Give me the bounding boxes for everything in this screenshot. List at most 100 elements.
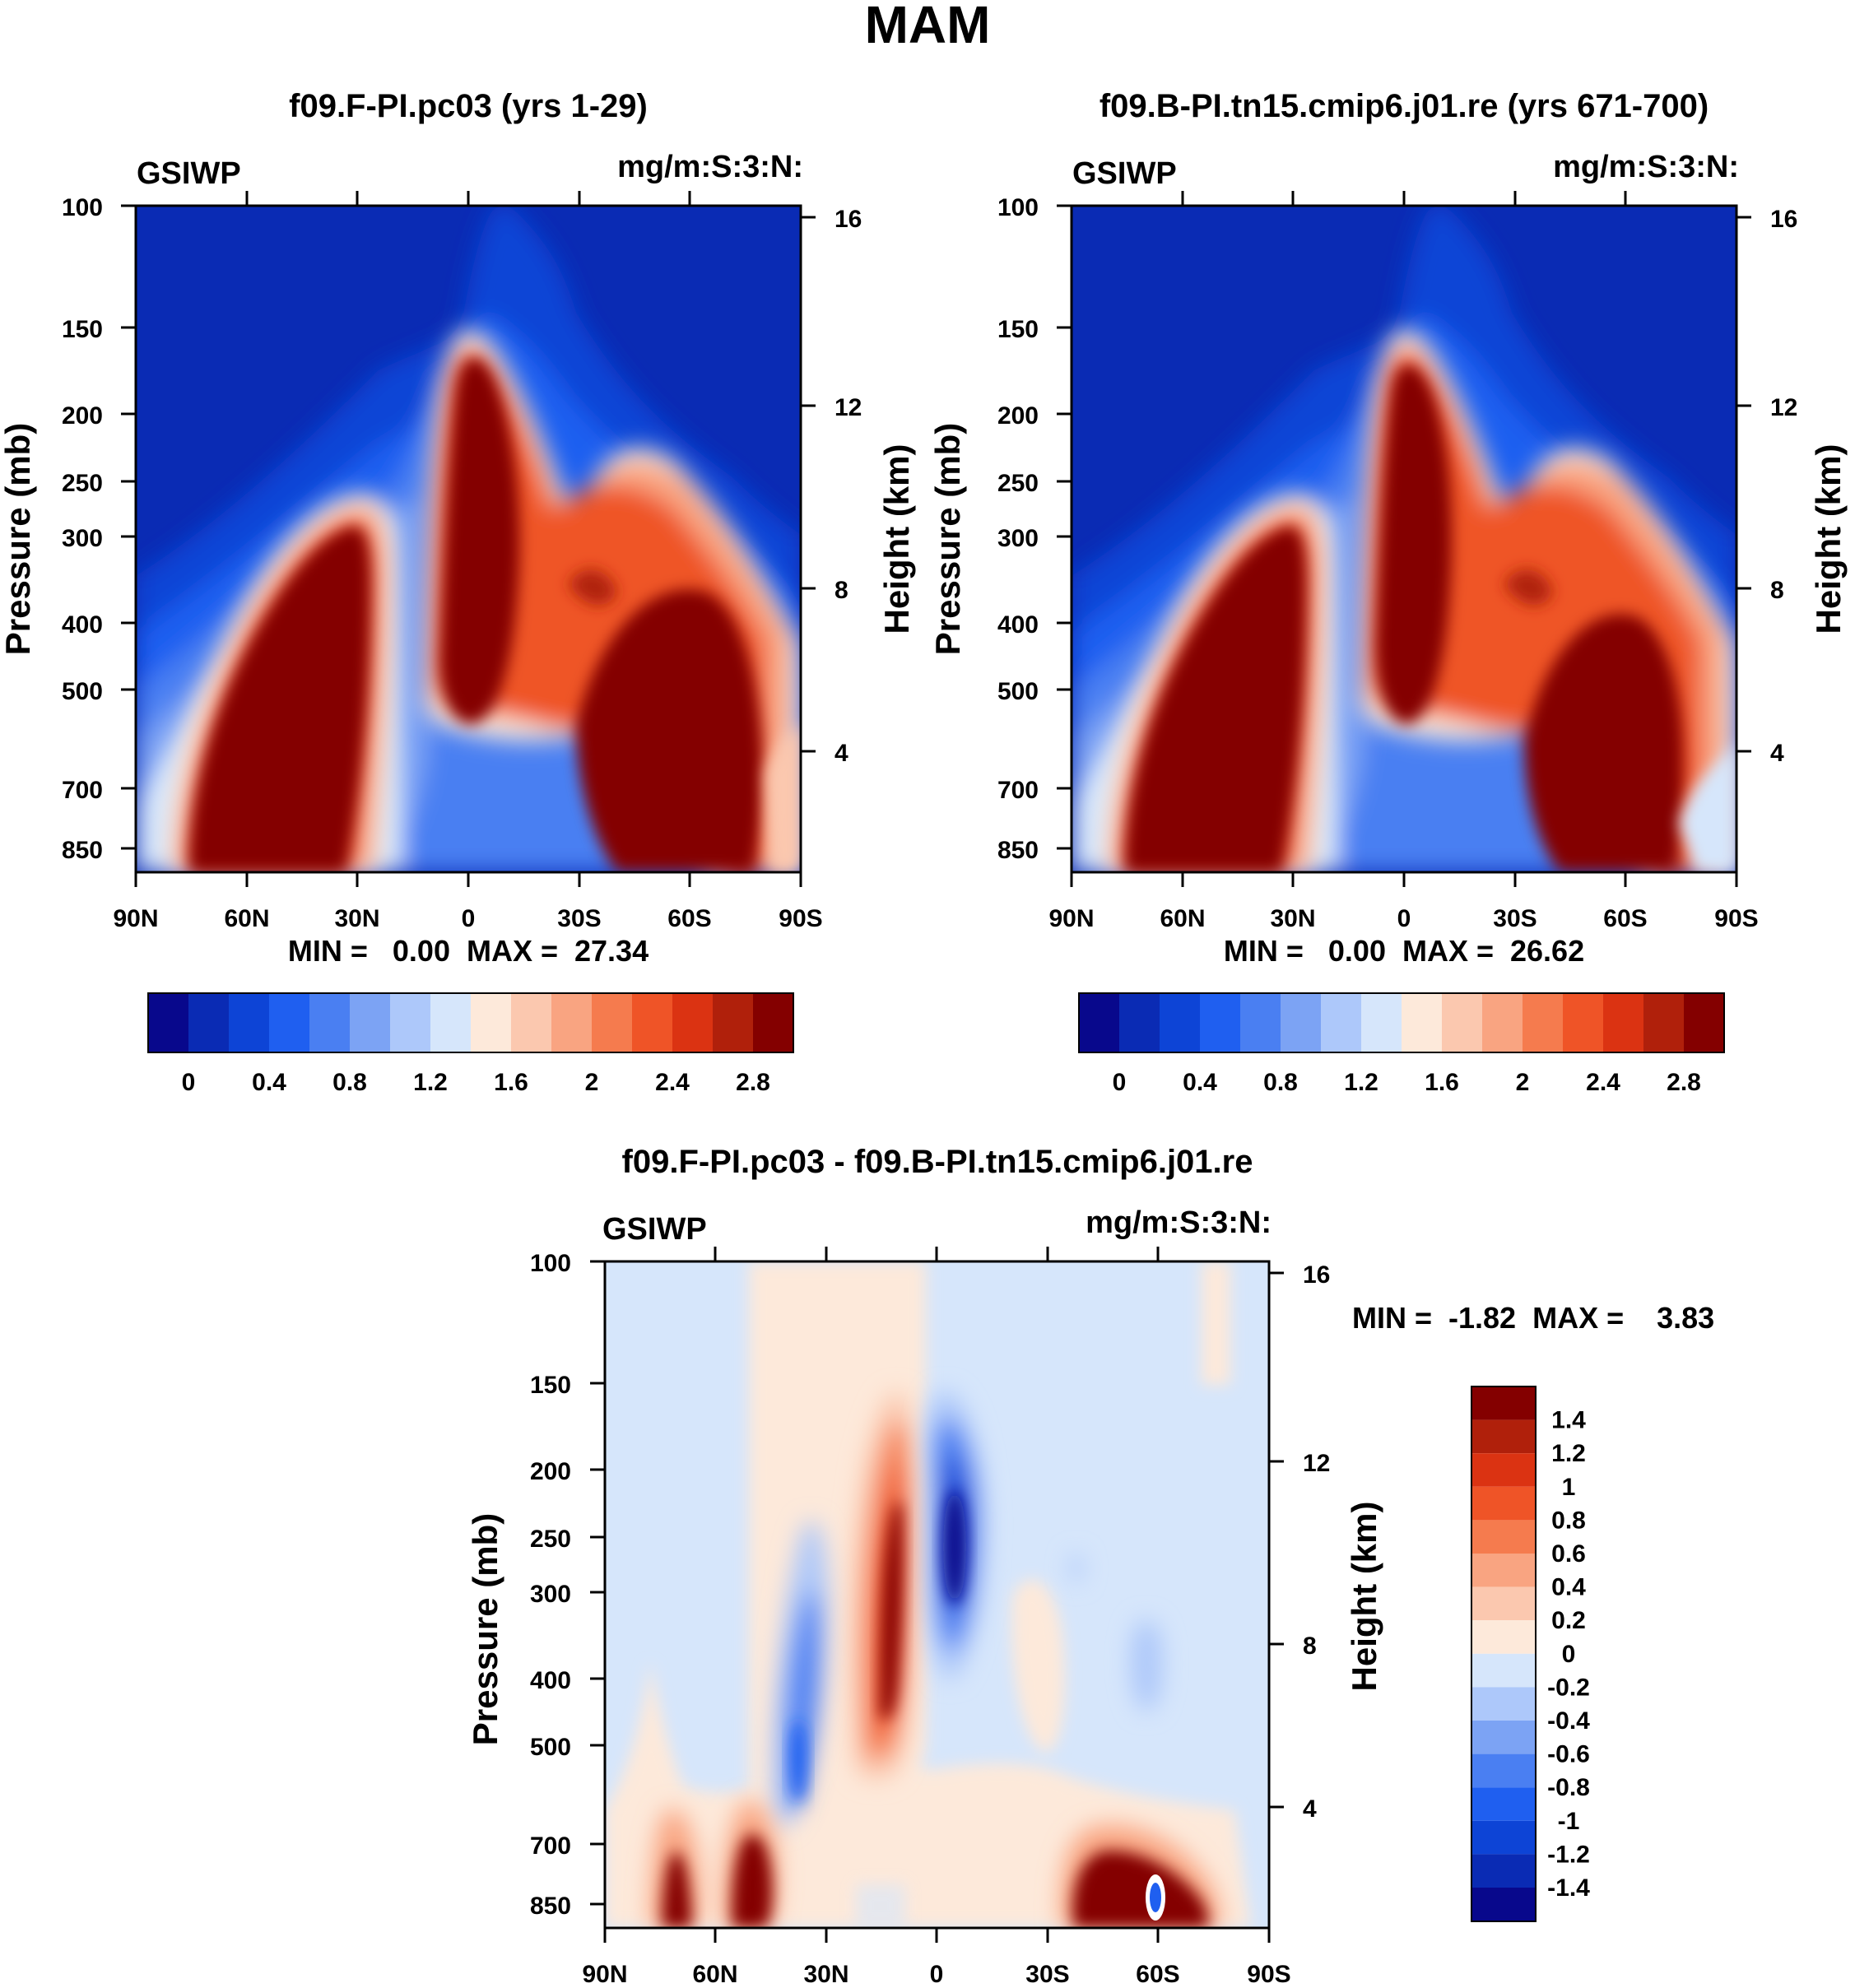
y-tick-label: 700 bbox=[997, 777, 1039, 804]
colorbar-tick-label: 0.4 bbox=[252, 1069, 286, 1096]
colorbar-swatch bbox=[1563, 993, 1603, 1052]
colorbar-swatch bbox=[632, 993, 672, 1052]
y-tick-label: 400 bbox=[530, 1667, 571, 1694]
colorbar-swatch bbox=[1471, 1653, 1536, 1688]
y-axis-right-title: Height (km) bbox=[1345, 1502, 1383, 1692]
colorbar-swatch bbox=[188, 993, 229, 1052]
colorbar-tick-label: 2.4 bbox=[1586, 1069, 1620, 1096]
colorbar-tick-label: 0 bbox=[182, 1069, 196, 1096]
x-tick-label: 60S bbox=[1136, 1961, 1179, 1988]
colorbar-tick-label: 1.2 bbox=[1344, 1069, 1378, 1096]
y-tick-label: 150 bbox=[530, 1372, 571, 1399]
colorbar-tick-label: -1.2 bbox=[1547, 1841, 1590, 1868]
colorbar-tick-label: -0.2 bbox=[1547, 1674, 1590, 1701]
colorbar-swatch bbox=[1471, 1486, 1536, 1521]
x-tick-label: 60N bbox=[224, 905, 269, 932]
y-tick-label: 150 bbox=[997, 316, 1039, 343]
x-tick-label: 90N bbox=[1048, 905, 1094, 932]
colorbar-tick-label: -0.8 bbox=[1547, 1774, 1590, 1801]
height-tick-label: 16 bbox=[835, 206, 862, 233]
units-label: mg/m:S:3:N: bbox=[1086, 1205, 1272, 1240]
colorbar-swatch bbox=[1603, 993, 1643, 1052]
min-max-label: MIN = -1.82 MAX = 3.83 bbox=[1352, 1301, 1714, 1335]
y-axis-title: Pressure (mb) bbox=[466, 1513, 504, 1745]
colorbar-tick-label: 2 bbox=[1516, 1069, 1530, 1096]
colorbar-tick-label: 1.2 bbox=[1551, 1440, 1586, 1467]
colorbar-tick-label: 2.8 bbox=[1667, 1069, 1701, 1096]
height-tick-label: 12 bbox=[1303, 1450, 1330, 1477]
colorbar-tick-label: -0.6 bbox=[1547, 1741, 1590, 1768]
colorbar-tick-label: 0.2 bbox=[1551, 1607, 1586, 1634]
y-tick-label: 700 bbox=[62, 777, 103, 804]
x-axis: 90N 60N 30N 0 30S 60S 90S bbox=[113, 191, 823, 932]
colorbar-tick-label: 2.4 bbox=[655, 1069, 690, 1096]
colorbar: 1.4 1.2 1 0.8 0.6 0.4 0.2 0 -0.2 -0.4 -0… bbox=[1471, 1386, 1590, 1922]
colorbar-swatch bbox=[1471, 1888, 1536, 1921]
min-max-label: MIN = 0.00 MAX = 26.62 bbox=[1224, 934, 1584, 968]
y-tick-label: 400 bbox=[997, 611, 1039, 639]
colorbar-swatch bbox=[1471, 1419, 1536, 1454]
colorbar-frame bbox=[1471, 1386, 1537, 1922]
panel-title: f09.F-PI.pc03 (yrs 1-29) bbox=[289, 88, 648, 124]
x-tick-label: 0 bbox=[1397, 905, 1411, 932]
height-tick-label: 12 bbox=[1770, 394, 1797, 421]
colorbar-tick-label: 0 bbox=[1113, 1069, 1127, 1096]
y-axis-right-title: Height (km) bbox=[1809, 444, 1848, 634]
panel-coupled: f09.B-PI.tn15.cmip6.j01.re (yrs 671-700)… bbox=[928, 88, 1848, 1096]
colorbar-swatch bbox=[229, 993, 269, 1052]
colorbar-tick-label: 0.6 bbox=[1551, 1540, 1586, 1568]
x-axis: 90N 60N 30N 0 30S 60S 90S bbox=[582, 1247, 1291, 1988]
colorbar-tick-label: 0.8 bbox=[1551, 1507, 1586, 1534]
y-axis-right: 16 12 8 4 bbox=[1269, 1261, 1330, 1823]
colorbar-swatch bbox=[309, 993, 350, 1052]
height-tick-label: 16 bbox=[1770, 206, 1797, 233]
colorbar-swatch bbox=[672, 993, 713, 1052]
colorbar-swatch bbox=[471, 993, 511, 1052]
y-tick-label: 300 bbox=[62, 525, 103, 552]
panel-title: f09.F-PI.pc03 - f09.B-PI.tn15.cmip6.j01.… bbox=[622, 1144, 1253, 1180]
colorbar-tick-label: 1.2 bbox=[413, 1069, 448, 1096]
colorbar-tick-label: 2.8 bbox=[736, 1069, 770, 1096]
field-plot bbox=[1072, 206, 1736, 872]
colorbar-swatch bbox=[1471, 1687, 1536, 1721]
colorbar-swatch bbox=[1643, 993, 1684, 1052]
colorbar-tick-label: 0 bbox=[1562, 1641, 1576, 1668]
height-tick-label: 8 bbox=[835, 577, 848, 604]
height-tick-label: 8 bbox=[1770, 577, 1784, 604]
height-tick-label: 4 bbox=[1303, 1795, 1317, 1823]
colorbar-swatch bbox=[511, 993, 551, 1052]
y-tick-label: 850 bbox=[62, 837, 103, 864]
y-tick-label: 250 bbox=[997, 470, 1039, 497]
x-tick-label: 60N bbox=[1160, 905, 1205, 932]
x-tick-label: 90S bbox=[779, 905, 822, 932]
colorbar-swatch bbox=[1471, 1854, 1536, 1888]
height-tick-label: 12 bbox=[835, 394, 862, 421]
y-axis-title: Pressure (mb) bbox=[0, 423, 37, 655]
x-tick-label: 0 bbox=[462, 905, 476, 932]
colorbar-swatch bbox=[1402, 993, 1442, 1052]
height-tick-label: 4 bbox=[835, 740, 848, 767]
y-tick-label: 500 bbox=[997, 678, 1039, 705]
x-tick-label: 90N bbox=[582, 1961, 627, 1988]
panel-difference: f09.F-PI.pc03 - f09.B-PI.tn15.cmip6.j01.… bbox=[466, 1144, 1714, 1988]
colorbar-swatch bbox=[1471, 1620, 1536, 1654]
y-tick-label: 850 bbox=[997, 837, 1039, 864]
colorbar-swatch bbox=[1361, 993, 1402, 1052]
colorbar-tick-label: -1.4 bbox=[1547, 1874, 1590, 1902]
y-tick-label: 200 bbox=[997, 402, 1039, 430]
y-tick-label: 100 bbox=[997, 194, 1039, 221]
units-label: mg/m:S:3:N: bbox=[1553, 150, 1739, 184]
y-tick-label: 850 bbox=[530, 1893, 571, 1920]
colorbar-swatch bbox=[1079, 993, 1119, 1052]
colorbar-swatch bbox=[269, 993, 309, 1052]
colorbar-swatch bbox=[1119, 993, 1160, 1052]
colorbar-swatch bbox=[390, 993, 430, 1052]
colorbar-swatch bbox=[350, 993, 390, 1052]
variable-label: GSIWP bbox=[137, 156, 241, 191]
y-tick-label: 500 bbox=[62, 678, 103, 705]
x-tick-label: 30N bbox=[1270, 905, 1315, 932]
colorbar-swatch bbox=[753, 993, 793, 1052]
colorbar-swatch bbox=[1471, 1520, 1536, 1554]
